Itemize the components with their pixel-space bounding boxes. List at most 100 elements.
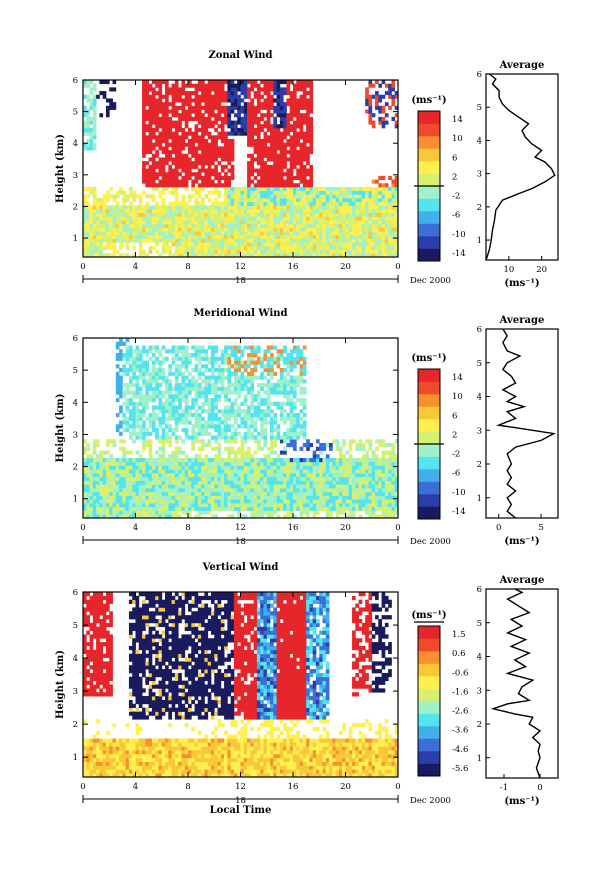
heatmap-cell bbox=[194, 435, 199, 440]
heatmap-cell bbox=[309, 242, 314, 247]
heatmap-cell bbox=[184, 506, 189, 511]
heatmap-cell bbox=[135, 390, 140, 395]
heatmap-cell bbox=[168, 142, 172, 147]
heatmap-cell bbox=[260, 401, 264, 406]
heatmap-cell bbox=[335, 194, 340, 199]
heatmap-cell bbox=[207, 87, 212, 92]
heatmap-cell bbox=[191, 443, 195, 448]
heatmap-cell bbox=[250, 198, 255, 203]
heatmap-cell bbox=[174, 371, 179, 376]
heatmap-cell bbox=[207, 345, 212, 350]
heatmap-cell bbox=[155, 83, 159, 88]
heatmap-cell bbox=[217, 153, 222, 158]
heatmap-cell bbox=[233, 461, 238, 466]
heatmap-cell bbox=[250, 413, 255, 418]
heatmap-cell bbox=[105, 113, 110, 118]
heatmap-cell bbox=[174, 157, 179, 162]
heatmap-cell bbox=[178, 245, 182, 251]
heatmap-cell bbox=[188, 484, 192, 489]
heatmap-cell bbox=[260, 183, 264, 188]
heatmap-cell bbox=[148, 245, 153, 251]
heatmap-cell bbox=[273, 209, 277, 214]
heatmap-cell bbox=[365, 98, 369, 103]
heatmap-cell bbox=[263, 413, 268, 418]
heatmap-cell bbox=[279, 113, 284, 118]
heatmap-cell bbox=[194, 416, 199, 421]
heatmap-cell bbox=[283, 172, 287, 177]
average-y-tick-label: 2 bbox=[477, 203, 482, 213]
heatmap-cell bbox=[155, 469, 159, 474]
heatmap-cell bbox=[342, 242, 346, 247]
heatmap-cell bbox=[171, 428, 176, 433]
heatmap-cell bbox=[132, 349, 136, 354]
heatmap-cell bbox=[188, 157, 192, 162]
heatmap-cell bbox=[237, 227, 241, 232]
heatmap-cell bbox=[270, 488, 274, 493]
heatmap-cell bbox=[332, 231, 337, 236]
heatmap-cell bbox=[138, 368, 143, 373]
heatmap-cell bbox=[92, 491, 97, 496]
heatmap-cell bbox=[375, 216, 379, 221]
heatmap-cell bbox=[184, 175, 189, 180]
heatmap-cell bbox=[217, 113, 222, 118]
heatmap-cell bbox=[227, 253, 232, 258]
heatmap-cell bbox=[158, 223, 163, 228]
heatmap-cell bbox=[309, 227, 314, 232]
heatmap-cell bbox=[283, 227, 287, 232]
heatmap-cell bbox=[273, 216, 277, 221]
heatmap-cell bbox=[217, 172, 222, 177]
heatmap-cell bbox=[145, 394, 150, 399]
heatmap-cell bbox=[227, 223, 232, 228]
heatmap-cell bbox=[322, 198, 327, 203]
heatmap-cell bbox=[273, 87, 277, 92]
heatmap-cell bbox=[86, 194, 90, 199]
heatmap-cell bbox=[207, 409, 212, 414]
heatmap-cell bbox=[96, 495, 100, 500]
heatmap-cell bbox=[299, 83, 304, 88]
heatmap-cell bbox=[142, 428, 146, 433]
heatmap-cell bbox=[197, 368, 202, 373]
heatmap-cell bbox=[250, 190, 255, 195]
heatmap-cell bbox=[115, 364, 120, 369]
heatmap-cell bbox=[224, 109, 228, 114]
heatmap-cell bbox=[148, 168, 153, 173]
heatmap-cell bbox=[115, 353, 120, 358]
heatmap-cell bbox=[194, 98, 199, 103]
heatmap-cell bbox=[381, 238, 386, 243]
heatmap-cell bbox=[151, 216, 156, 221]
heatmap-cell bbox=[86, 142, 90, 147]
heatmap-cell bbox=[309, 190, 314, 195]
heatmap-cell bbox=[224, 179, 228, 184]
heatmap-cell bbox=[283, 245, 287, 251]
heatmap-cell bbox=[201, 491, 205, 496]
heatmap-cell bbox=[227, 234, 232, 239]
heatmap-cell bbox=[253, 510, 258, 515]
heatmap-cell bbox=[128, 398, 133, 403]
heatmap-cell bbox=[253, 473, 258, 478]
heatmap-cell bbox=[273, 238, 277, 243]
heatmap-cell bbox=[105, 439, 110, 444]
heatmap-cell bbox=[138, 238, 143, 243]
heatmap-cell bbox=[283, 109, 287, 114]
heatmap-cell bbox=[128, 450, 133, 455]
heatmap-cell bbox=[227, 94, 232, 99]
heatmap-cell bbox=[263, 242, 268, 247]
heatmap-cell bbox=[224, 175, 228, 180]
heatmap-cell bbox=[332, 238, 337, 243]
heatmap-cell bbox=[365, 190, 369, 195]
heatmap-cell bbox=[319, 238, 323, 243]
heatmap-cell bbox=[256, 238, 261, 243]
heatmap-cell bbox=[148, 216, 153, 221]
heatmap-cell bbox=[148, 495, 153, 500]
heatmap-cell bbox=[224, 484, 228, 489]
heatmap-cell bbox=[125, 242, 130, 247]
heatmap-cell bbox=[184, 183, 189, 188]
heatmap-cell bbox=[371, 201, 376, 206]
heatmap-cell bbox=[184, 157, 189, 162]
heatmap-cell bbox=[105, 465, 110, 470]
heatmap-cell bbox=[151, 198, 156, 203]
heatmap-cell bbox=[270, 142, 274, 147]
heatmap-cell bbox=[135, 383, 140, 388]
heatmap-cell bbox=[299, 201, 304, 206]
heatmap-cell bbox=[391, 245, 396, 251]
